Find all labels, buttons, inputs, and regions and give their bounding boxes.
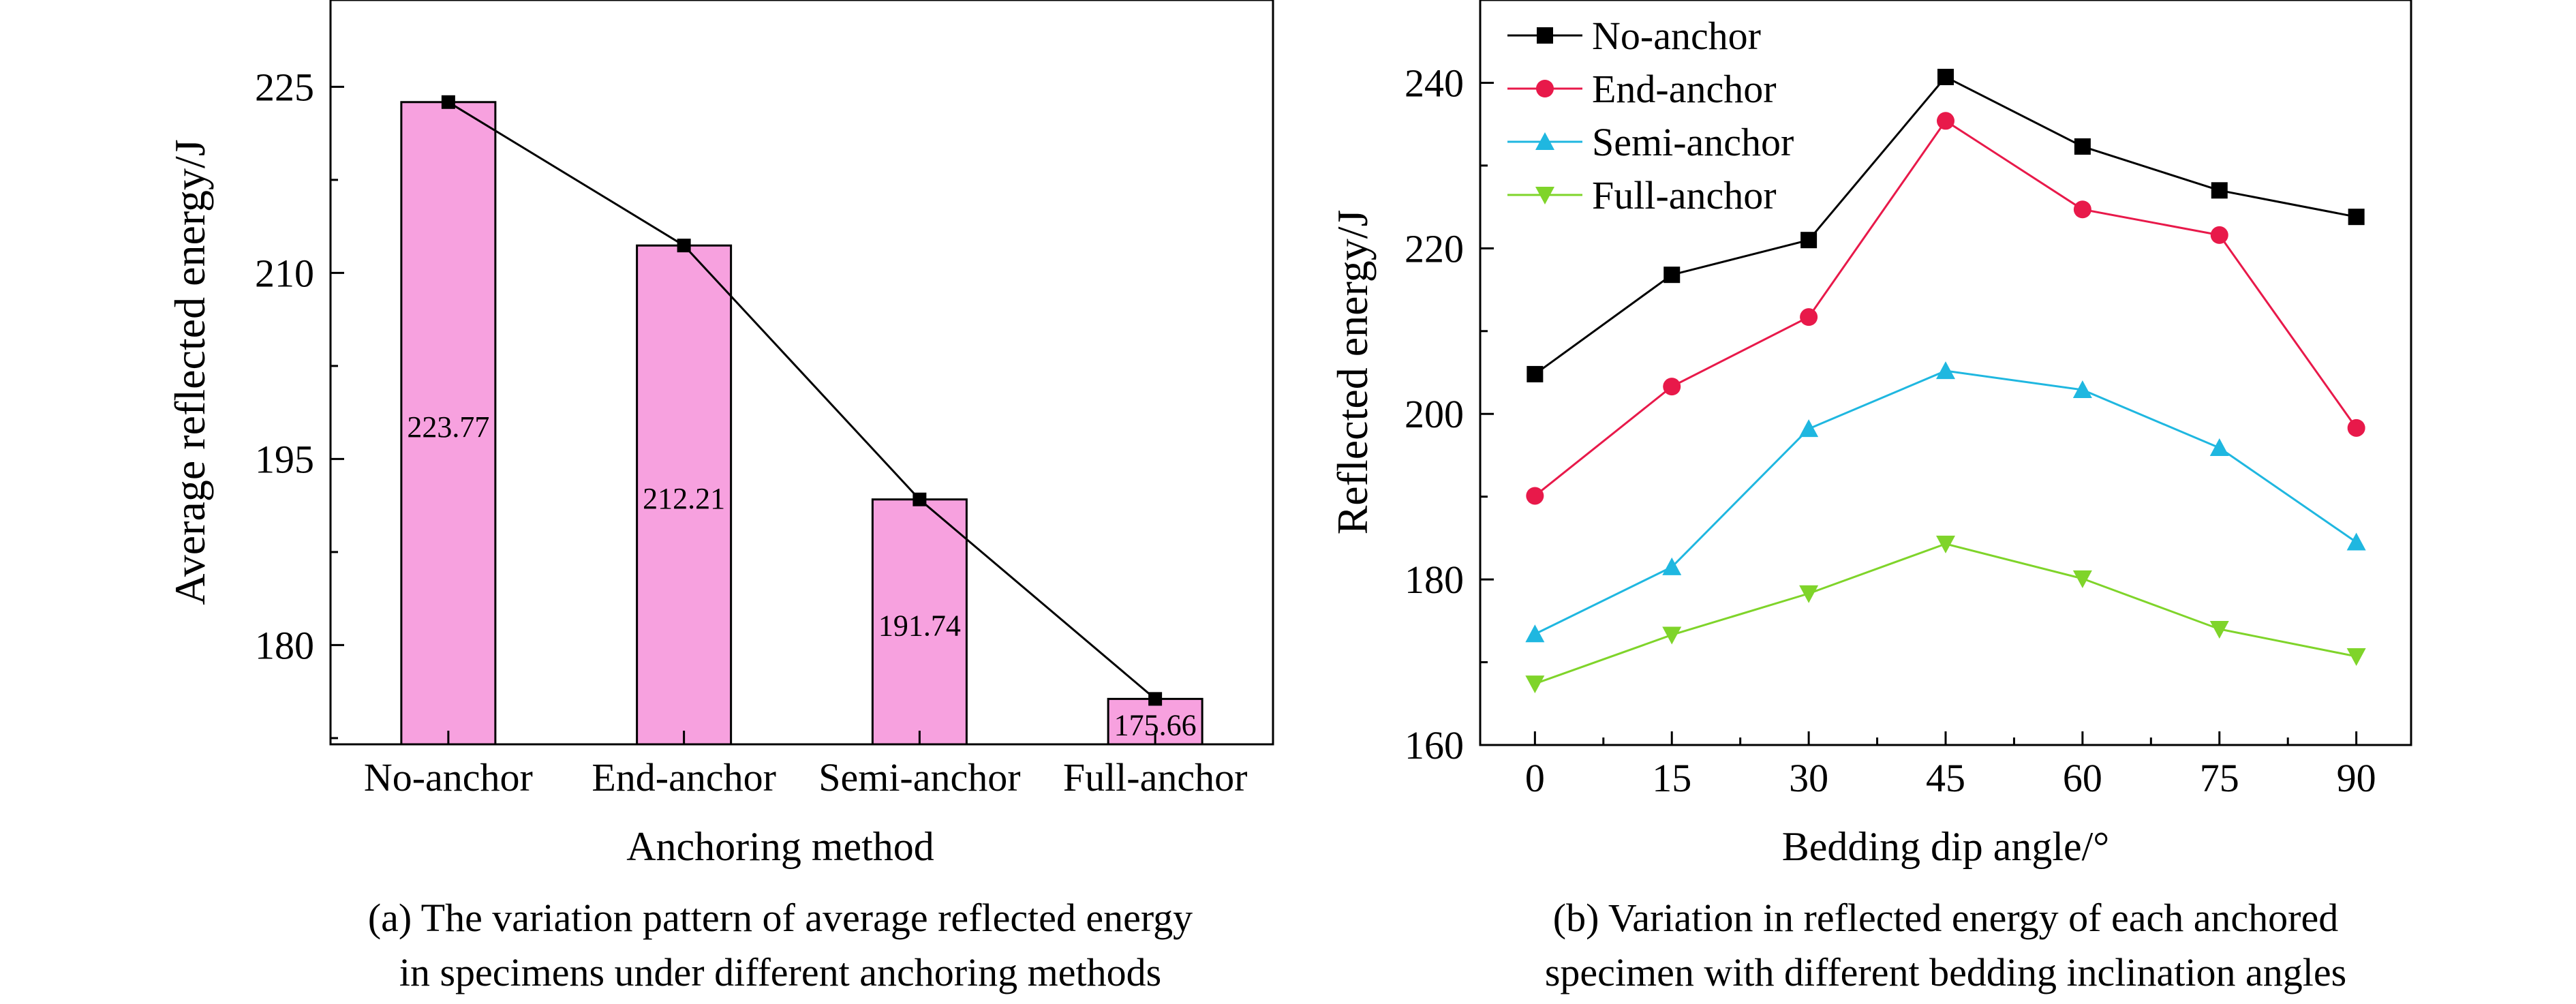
panel-a-x-tick-label: No-anchor: [364, 755, 533, 800]
panel-b-data-point: [1662, 557, 1682, 575]
panel-a-trend-line: [448, 101, 1156, 700]
panel-b-legend: No-anchor End-anchor Semi-anchor Full-ancho…: [1507, 14, 1794, 217]
legend-label: End-anchor: [1592, 67, 1777, 111]
panel-b-data-point: [2073, 200, 2091, 219]
panel-b-y-axis: 160 180 200 220 240: [1405, 0, 1494, 767]
panel-a-line-marker: [441, 95, 455, 109]
panel-a-bar-value-label: 191.74: [878, 609, 961, 642]
panel-b-data-point: [1663, 267, 1681, 284]
panel-b-y-tick-label: 220: [1405, 226, 1464, 271]
legend-swatch-marker: [1537, 27, 1553, 44]
panel-a-y-axis-label: Average reflected energy/J: [166, 139, 214, 605]
panel-b-line-chart: 160 180 200 220 240 0 15 30 45 60 75 90 No-anchor E…: [1328, 0, 2412, 994]
panel-a-y-tick-label: 210: [255, 251, 314, 295]
panel-a-caption-line-2: in specimens under different anchoring m…: [399, 950, 1161, 994]
panel-b-data-point: [2209, 438, 2229, 457]
panel-b-data-point: [1936, 361, 1955, 380]
panel-a-bar-value-label: 223.77: [407, 410, 489, 444]
panel-a-y-tick-label: 195: [255, 437, 314, 481]
panel-b-data-point: [2209, 620, 2229, 639]
panel-b-data-point: [1799, 419, 1819, 438]
panel-b-data-point: [2346, 532, 2366, 551]
panel-b-data-point: [2074, 138, 2091, 155]
panel-a-x-axis-label: Anchoring method: [626, 824, 934, 869]
panel-b-data-point: [2348, 209, 2365, 226]
panel-b-data-point: [2072, 570, 2092, 588]
panel-b-series-2: [1525, 361, 2366, 643]
panel-a-line-marker: [1148, 692, 1163, 706]
panel-b-caption-line-1: (b) Variation in reflected energy of eac…: [1553, 896, 2338, 940]
panel-b-series-1: [1526, 112, 2365, 505]
panel-b-x-axis: 0 15 30 45 60 75 90: [1525, 731, 2376, 800]
panel-a-x-tick-label: End-anchor: [592, 755, 776, 800]
panel-b-series: [1525, 68, 2366, 694]
legend-swatch-marker: [1536, 80, 1554, 97]
panel-b-x-tick-label: 75: [2200, 756, 2239, 800]
panel-a-bar: [400, 101, 497, 746]
legend-label: No-anchor: [1592, 14, 1761, 58]
panel-b-data-point: [1937, 112, 1954, 130]
panel-a-y-tick-label: 180: [255, 623, 314, 667]
panel-a-y-axis: 180 195 210 225: [255, 65, 344, 740]
panel-a-line-marker: [913, 492, 927, 506]
panel-b-data-point: [1525, 675, 1545, 694]
panel-b-data-point: [1936, 535, 1955, 553]
panel-a-bar: [636, 244, 733, 746]
panel-b-x-tick-label: 90: [2337, 756, 2376, 800]
panel-a-line-marker: [677, 239, 691, 253]
panel-b-series-line: [1534, 543, 2357, 685]
panel-b-x-axis-label: Bedding dip angle/°: [1782, 824, 2110, 869]
panel-b-caption-line-2: specimen with different bedding inclinat…: [1545, 950, 2346, 994]
panel-b-data-point: [1526, 487, 1544, 505]
panel-a-x-tick-label: Full-anchor: [1063, 755, 1248, 800]
panel-a-bar-value-label: 212.21: [643, 482, 725, 515]
panel-b-x-tick-label: 45: [1926, 756, 1965, 800]
panel-b-y-tick-label: 240: [1405, 61, 1464, 105]
panel-b-series-0: [1527, 68, 2365, 382]
panel-b-data-point: [1800, 308, 1818, 326]
panel-b-x-tick-label: 15: [1652, 756, 1691, 800]
panel-b-data-point: [2346, 648, 2366, 667]
panel-b-y-tick-label: 200: [1405, 392, 1464, 436]
legend-swatch-marker: [1535, 187, 1554, 204]
legend-label: Full-anchor: [1592, 173, 1777, 217]
panel-b-x-tick-label: 30: [1789, 756, 1828, 800]
legend-label: Semi-anchor: [1592, 120, 1794, 164]
panel-a-caption-line-1: (a) The variation pattern of average ref…: [368, 896, 1193, 940]
panel-b-y-tick-label: 160: [1405, 723, 1464, 767]
legend-swatch-marker: [1535, 132, 1554, 150]
panel-a-x-axis: No-anchor End-anchor Semi-anchor Full-ancho…: [364, 731, 1248, 800]
panel-a-line-overlay: [441, 95, 1163, 706]
panel-a-x-tick-label: Semi-anchor: [818, 755, 1020, 800]
panel-b-y-axis-label: Reflected energy/J: [1328, 210, 1377, 535]
panel-b-data-point: [2211, 182, 2228, 199]
panel-b-data-point: [1800, 232, 1818, 249]
panel-b-data-point: [2072, 380, 2092, 399]
panel-b-data-point: [1937, 68, 1954, 85]
panel-b-data-point: [2210, 226, 2228, 244]
panel-b-series-line: [1534, 369, 2357, 635]
panel-b-data-point: [1525, 624, 1545, 643]
panel-a-y-tick-label: 225: [255, 65, 314, 109]
panel-b-x-tick-label: 60: [2063, 756, 2102, 800]
panel-b-data-point: [2347, 419, 2365, 437]
panel-b-y-tick-label: 180: [1405, 558, 1464, 602]
panel-a-plot-frame: [329, 0, 1274, 746]
panel-b-data-point: [1663, 378, 1681, 396]
panel-b-x-tick-label: 0: [1525, 756, 1545, 800]
panel-b-series-3: [1525, 535, 2366, 694]
panel-b-data-point: [1527, 365, 1544, 382]
panel-b-data-point: [1799, 585, 1819, 603]
panel-b-data-point: [1662, 626, 1682, 645]
